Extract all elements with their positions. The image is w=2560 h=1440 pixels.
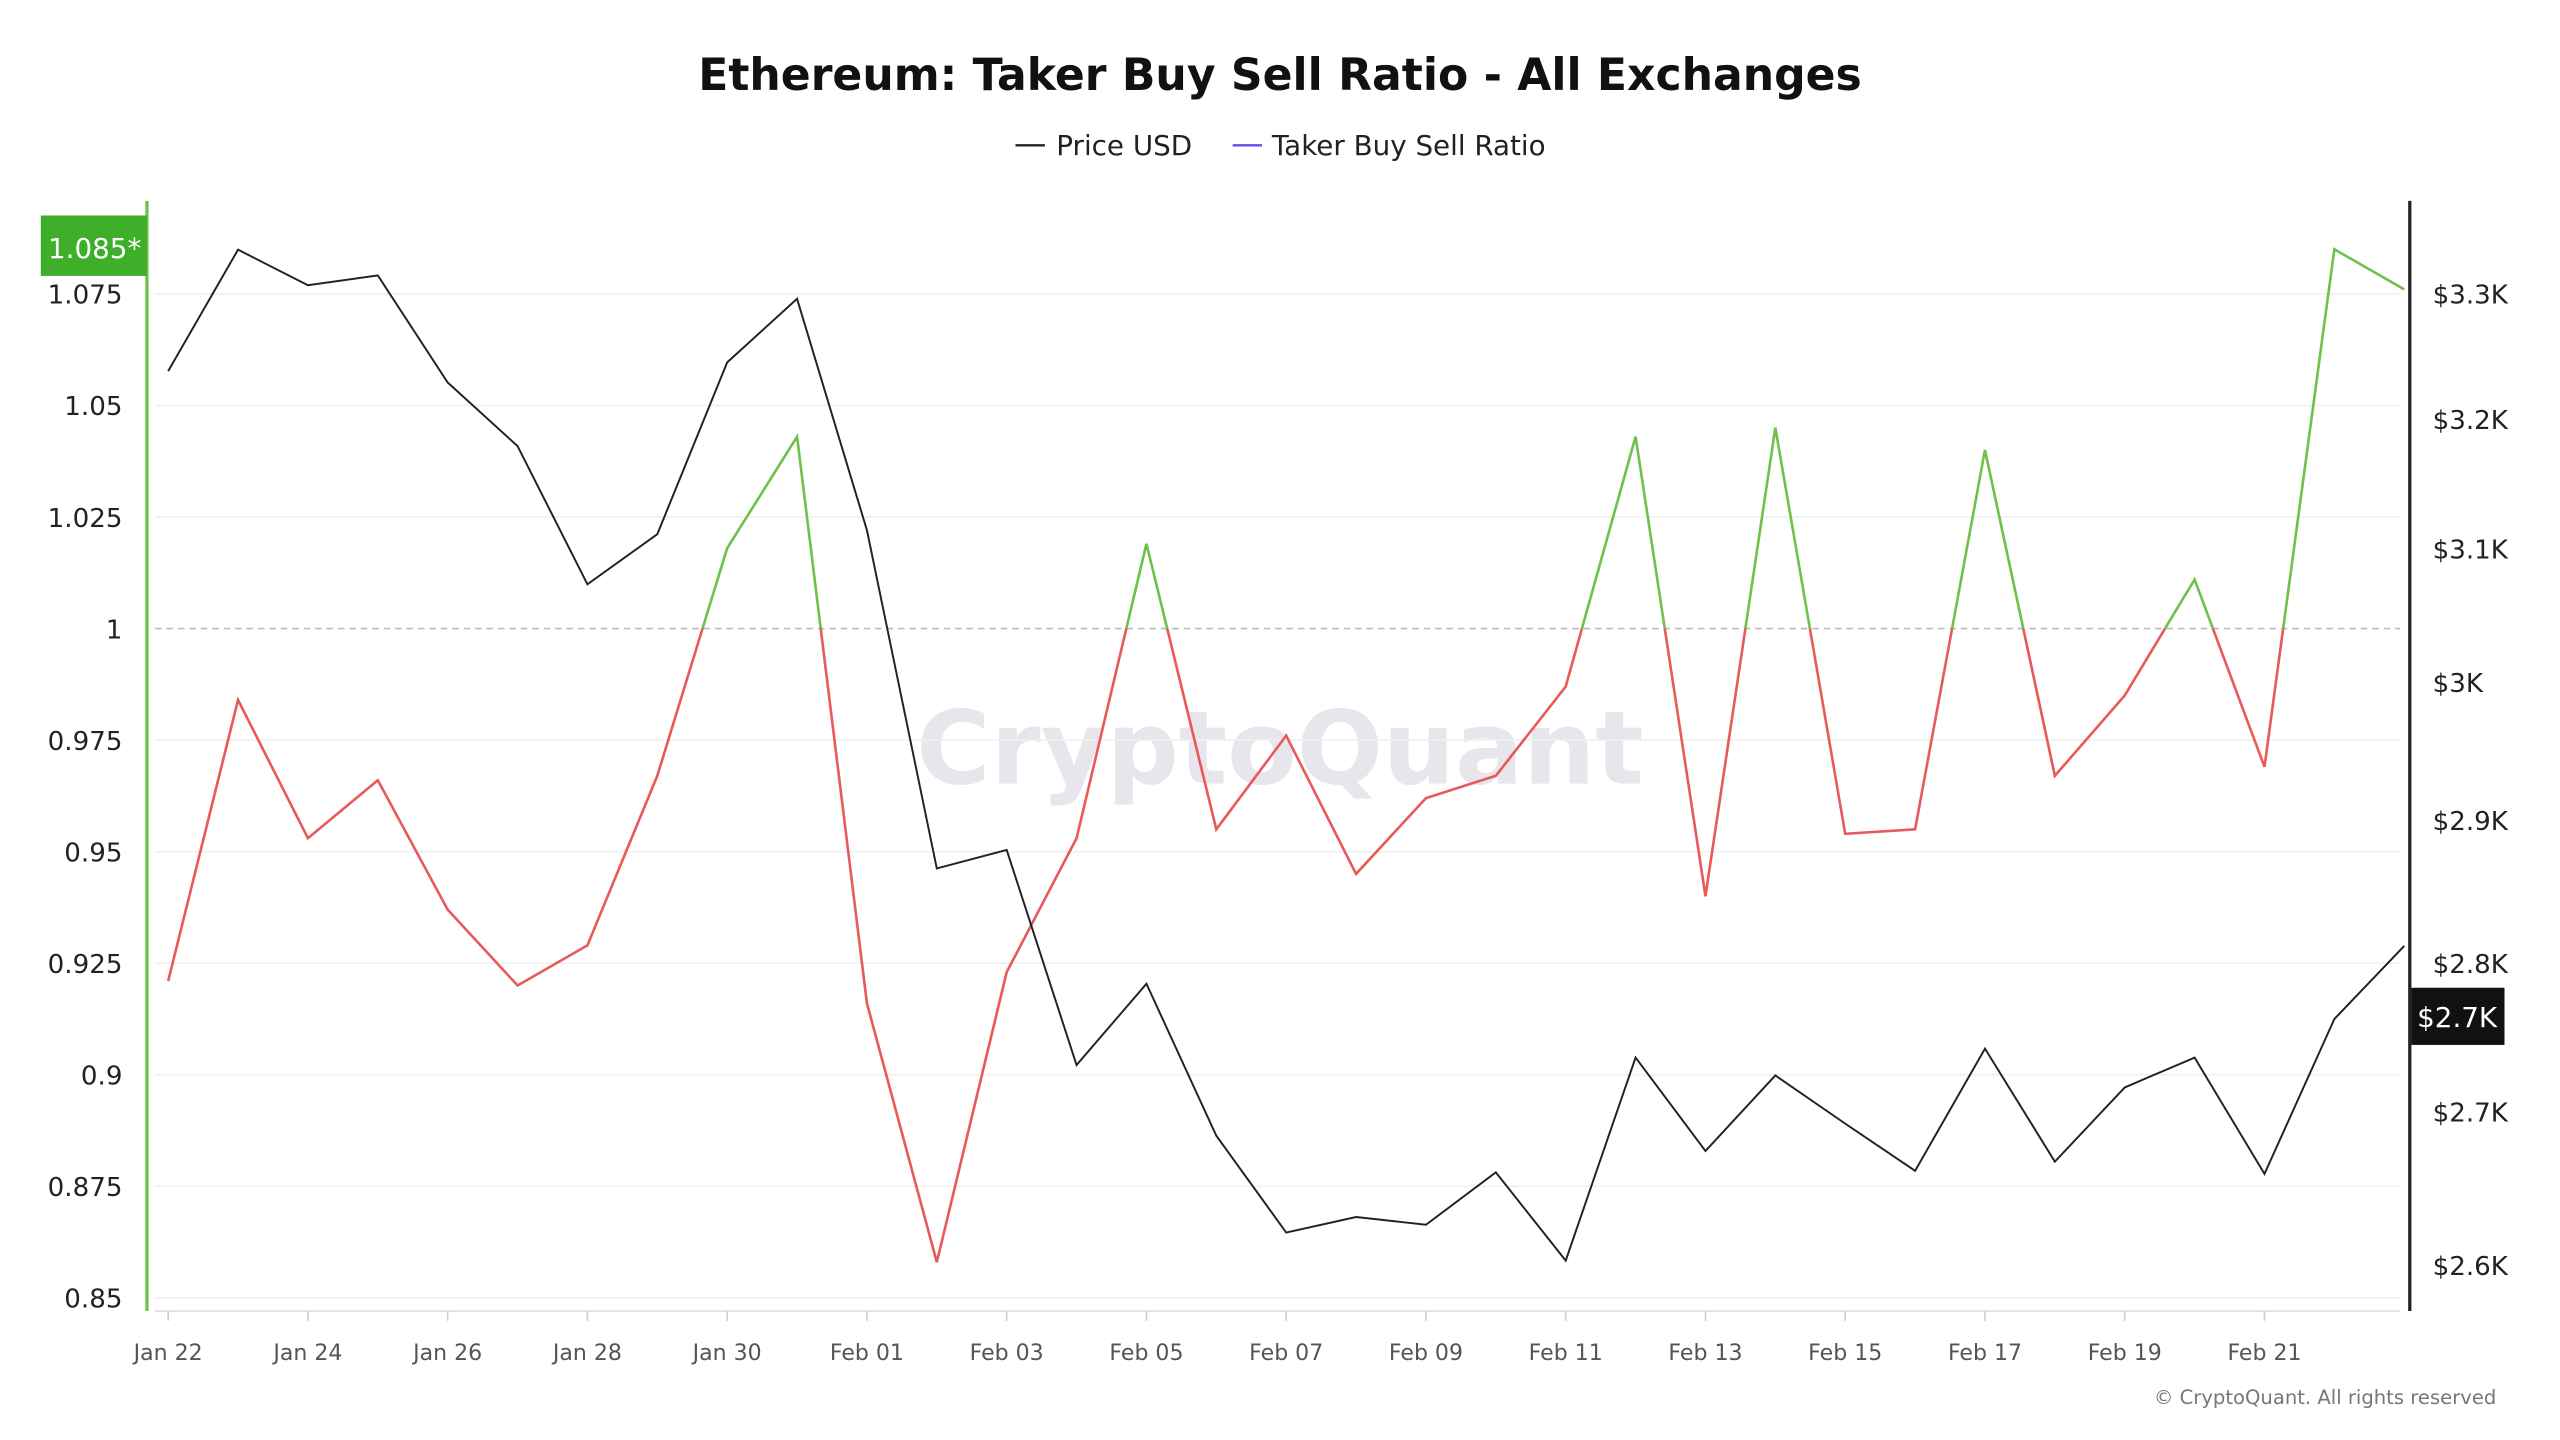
x-tick-label: Feb 15 [1808, 1341, 1882, 1366]
x-tick-label: Feb 11 [1529, 1341, 1603, 1366]
right-tick-label: $3.1K [2433, 535, 2509, 565]
x-tick-label: Feb 05 [1109, 1341, 1183, 1366]
legend[interactable]: Price USD Taker Buy Sell Ratio [1015, 129, 1546, 162]
ratio-line-below-1 [166, 628, 2285, 1263]
left-current-value: 1.085* [48, 232, 141, 265]
left-tick-label: 1.025 [48, 504, 123, 534]
x-tick-label: Feb 07 [1249, 1341, 1323, 1366]
x-tick-label: Jan 26 [411, 1341, 482, 1366]
left-current-badge: 1.085* [40, 215, 147, 276]
right-tick-label: $2.7K [2433, 1098, 2509, 1128]
legend-ratio-label[interactable]: Taker Buy Sell Ratio [1271, 129, 1546, 162]
right-tick-label: $2.8K [2433, 950, 2509, 980]
x-tick-label: Jan 28 [551, 1341, 622, 1366]
x-tick-label: Feb 19 [2088, 1341, 2162, 1366]
right-current-value: $2.7K [2417, 1001, 2498, 1034]
left-tick-label: 1 [106, 615, 123, 645]
x-tick-label: Jan 30 [691, 1341, 762, 1366]
right-tick-label: $2.9K [2433, 807, 2509, 837]
left-tick-label: 0.85 [64, 1285, 122, 1315]
x-tick-label: Feb 13 [1668, 1341, 1742, 1366]
chart-title: Ethereum: Taker Buy Sell Ratio - All Exc… [698, 50, 1862, 101]
x-tick-label: Feb 17 [1948, 1341, 2022, 1366]
right-tick-label: $3.3K [2433, 281, 2509, 311]
x-tick-label: Jan 22 [132, 1341, 203, 1366]
right-tick-label: $3.2K [2433, 406, 2509, 436]
right-tick-label: $2.6K [2433, 1252, 2509, 1282]
left-tick-label: 0.975 [48, 727, 123, 757]
left-tick-label: 1.075 [48, 281, 123, 311]
copyright: © CryptoQuant. All rights reserved [2154, 1386, 2496, 1409]
right-tick-label: $3K [2433, 669, 2484, 699]
left-tick-label: 0.925 [48, 950, 123, 980]
watermark: CryptoQuant [916, 690, 1643, 808]
x-tick-label: Feb 03 [970, 1341, 1044, 1366]
x-tick-label: Feb 09 [1389, 1341, 1463, 1366]
right-current-badge: $2.7K [2411, 987, 2505, 1045]
x-tick-label: Jan 24 [271, 1341, 342, 1366]
left-tick-label: 0.875 [48, 1173, 123, 1203]
left-tick-label: 0.9 [81, 1062, 123, 1092]
left-tick-label: 1.05 [64, 392, 122, 422]
left-tick-label: 0.95 [64, 838, 122, 868]
x-tick-label: Feb 01 [830, 1341, 904, 1366]
legend-price-label[interactable]: Price USD [1056, 129, 1192, 162]
price-line [167, 248, 2405, 1263]
x-tick-label: Feb 21 [2227, 1341, 2301, 1366]
